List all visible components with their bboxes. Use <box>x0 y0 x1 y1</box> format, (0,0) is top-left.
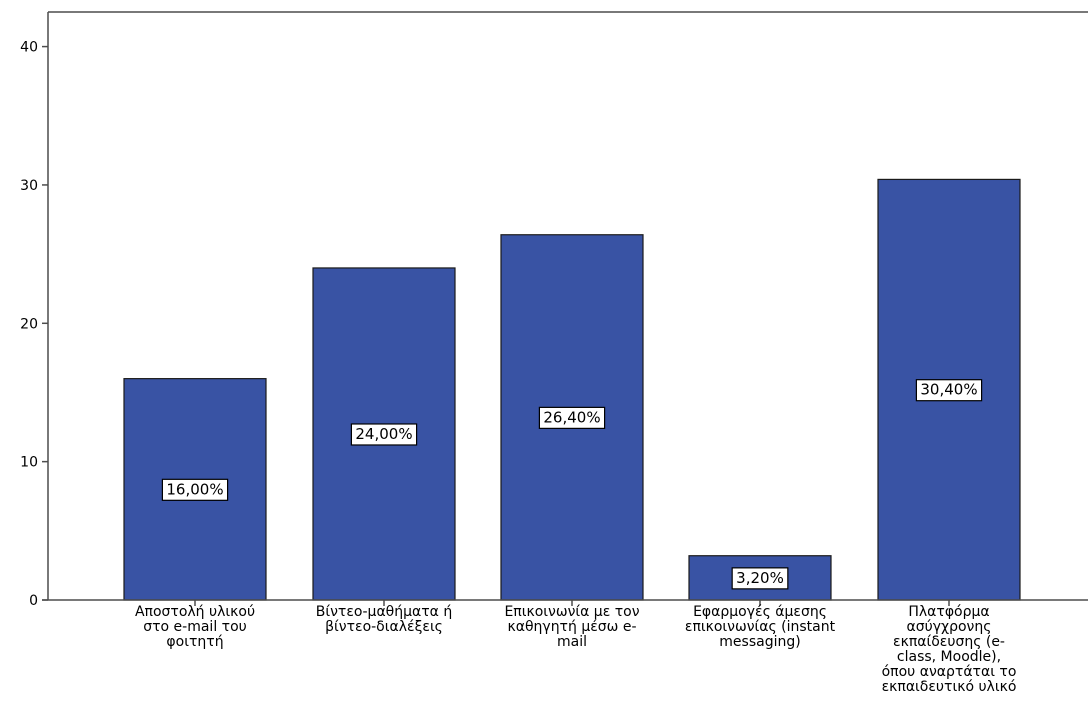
category-label-line: στο e-mail του <box>143 619 247 635</box>
category-label-line: φοιτητή <box>166 634 223 650</box>
category-label-line: εκπαιδευτικό υλικό <box>882 679 1017 695</box>
value-label-1: 16,00% <box>161 478 229 501</box>
category-label-line: mail <box>557 634 587 650</box>
category-label-line: class, Moodle), <box>897 649 1001 665</box>
value-label-box <box>350 423 418 446</box>
value-label-text: 16,00% <box>166 480 223 498</box>
category-label-line: Επικοινωνία με τον <box>504 604 639 620</box>
category-labels-layer: Αποστολή υλικού στο e-mail του φοιτητή Βίντ… <box>135 604 1016 695</box>
category-label-4: Εφαρμογές άμεσης επικοινωνίας (instant mes… <box>685 604 836 650</box>
value-label-4: 3,20% <box>731 567 789 590</box>
value-label-box <box>161 478 229 501</box>
value-label-5: 30,40% <box>915 379 983 402</box>
category-label-line: messaging) <box>719 634 800 650</box>
category-label-line: ασύγχρονης <box>907 619 992 635</box>
value-label-box <box>731 567 789 590</box>
value-label-text: 24,00% <box>355 425 412 443</box>
category-label-1: Αποστολή υλικού στο e-mail του φοιτητή <box>135 604 255 650</box>
category-label-line: βίντεο-διαλέξεις <box>325 619 443 635</box>
category-label-5: Πλατφόρμα ασύγχρονης εκπαίδευσης (e-class,… <box>882 604 1017 695</box>
value-label-text: 30,40% <box>920 381 977 399</box>
value-label-box <box>538 406 606 429</box>
category-label-line: Πλατφόρμα <box>908 604 989 620</box>
y-tick-label: 30 <box>20 178 38 194</box>
category-label-line: καθηγητή μέσω e- <box>507 619 636 635</box>
y-tick-label: 20 <box>20 316 38 332</box>
category-label-line: όπου αναρτάται το <box>882 664 1017 680</box>
y-tick-label: 40 <box>20 40 38 56</box>
value-label-box <box>915 379 983 402</box>
category-label-line: Εφαρμογές άμεσης <box>693 604 827 620</box>
category-label-line: Αποστολή υλικού <box>135 604 255 620</box>
value-label-text: 3,20% <box>736 569 784 587</box>
value-labels-layer: 16,00% 24,00% 26,40% 3,20% 30,40% <box>161 379 983 590</box>
category-label-2: Βίντεο-μαθήματα ή βίντεο-διαλέξεις <box>316 604 452 635</box>
value-label-3: 26,40% <box>538 406 606 429</box>
category-label-3: Επικοινωνία με τον καθηγητή μέσω e-mail <box>504 604 639 650</box>
value-label-text: 26,40% <box>543 408 600 426</box>
y-tick-label: 10 <box>20 455 38 471</box>
axes-layer: 0 10 20 30 40 <box>20 11 1088 609</box>
value-label-2: 24,00% <box>350 423 418 446</box>
category-label-line: εκπαίδευσης (e- <box>893 634 1005 650</box>
category-label-line: Βίντεο-μαθήματα ή <box>316 604 452 620</box>
y-tick-label: 0 <box>29 593 38 609</box>
category-label-line: επικοινωνίας (instant <box>685 619 836 635</box>
